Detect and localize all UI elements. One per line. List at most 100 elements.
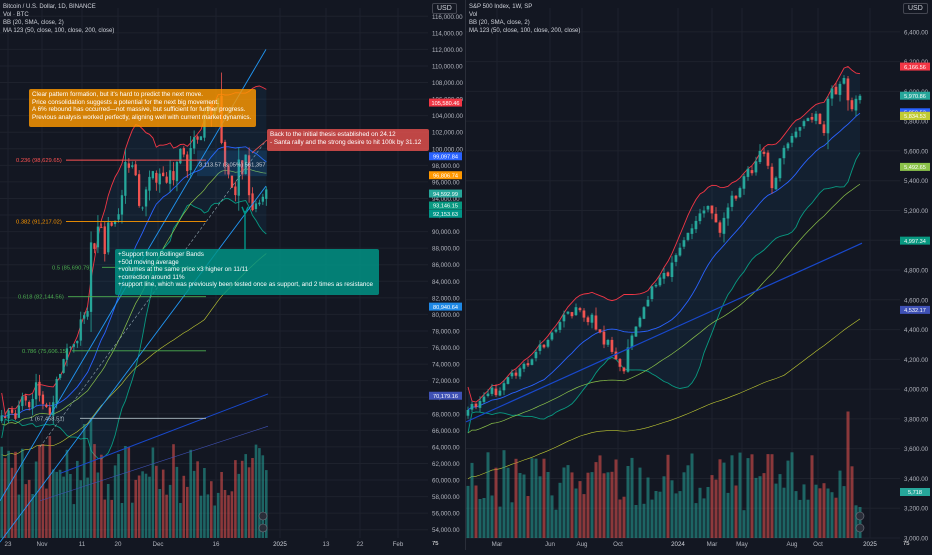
spx-candle-body — [630, 335, 634, 348]
btc-volume-bar — [117, 454, 120, 538]
spx-volume-bar — [698, 487, 702, 538]
spx-candle-body — [742, 176, 746, 189]
spx-plot: 3,000.00 3,200.00 3,400.00 3,600.00 3,800.00… — [465, 8, 930, 548]
spx-candle-body — [570, 312, 574, 317]
spx-volume-bar — [730, 455, 734, 538]
spx-volume-bar — [778, 474, 782, 538]
btc-volume-bar — [65, 449, 69, 538]
spx-candle-body — [762, 151, 766, 154]
spx-candle-body — [606, 340, 610, 345]
spx-volume-bar — [830, 492, 834, 538]
spx-volume-bar — [606, 472, 610, 538]
spx-alert-icon — [855, 523, 865, 533]
spx-y-tick-label: 4,600.00 — [904, 297, 929, 304]
teal-note[interactable]: +Support from Bollinger Bands +50d movin… — [115, 249, 379, 295]
btc-x-tick-label: 22 — [357, 541, 364, 548]
spx-volume-bar — [738, 452, 742, 538]
spx-candle-body — [562, 314, 566, 322]
btc-x-tick-label: 13 — [323, 541, 330, 548]
spx-candle-body — [850, 100, 854, 110]
btc-volume-bar — [144, 473, 148, 538]
btc-volume-bar — [223, 490, 227, 538]
spx-candle-body — [714, 213, 718, 223]
btc-volume-bar — [27, 479, 31, 538]
spx-candle-body — [670, 262, 674, 277]
btc-volume-bar — [237, 473, 241, 538]
spx-candle-body — [650, 286, 654, 299]
red-note[interactable]: Back to the initial thesis established o… — [267, 129, 429, 151]
spx-volume-bar — [542, 458, 546, 538]
btc-candle-body — [65, 348, 69, 360]
spx-candle-body — [778, 158, 782, 179]
spx-volume-bar — [858, 507, 862, 538]
btc-candle-body — [41, 394, 45, 404]
btc-candle-body — [131, 165, 134, 167]
btc-candle-body — [138, 174, 141, 206]
btc-volume-bar — [113, 465, 117, 538]
spx-candle-body — [554, 329, 558, 332]
spx-candle-body — [750, 170, 754, 174]
btc-price-badge-text: 70,179.16 — [433, 394, 458, 400]
btc-candle-body — [172, 171, 175, 181]
spx-currency-button[interactable]: USD — [903, 3, 928, 14]
btc-candle-body — [144, 189, 148, 207]
btc-y-tick-label: 54,000.00 — [432, 527, 460, 534]
spx-volume-bar — [718, 459, 722, 538]
spx-candle-body — [746, 168, 750, 177]
btc-fib-label: 0.236 (98,629.65) — [16, 158, 62, 164]
btc-y-tick-label: 74,000.00 — [432, 362, 460, 369]
btc-currency-button[interactable]: USD — [432, 3, 457, 14]
spx-volume-bar — [638, 467, 642, 538]
btc-y-tick-label: 102,000.00 — [432, 130, 464, 137]
spx-ma-line — [467, 318, 861, 480]
spx-candle-body — [730, 195, 734, 207]
spx-price-badge — [900, 162, 930, 171]
spx-y-tick-label: 4,400.00 — [904, 327, 929, 334]
spx-price-badge-text: 6,166.56 — [904, 65, 926, 71]
btc-candle-body — [227, 165, 230, 175]
spx-volume-bar — [534, 458, 538, 538]
btc-candle-body — [244, 154, 247, 175]
spx-volume-bar — [610, 471, 614, 538]
btc-volume-bar — [220, 472, 223, 538]
spx-bb-fill — [468, 66, 860, 433]
btc-volume-bar — [196, 461, 199, 538]
spx-candle-body — [558, 322, 562, 330]
btc-y-tick-label: 100,000.00 — [432, 146, 464, 153]
btc-volume-bar — [261, 455, 265, 538]
btc-volume-bar — [151, 447, 155, 538]
btc-candle-body — [247, 155, 251, 196]
btc-candle-body — [234, 186, 237, 196]
btc-candle-body — [0, 415, 3, 421]
spx-y-tick-label: 6,400.00 — [904, 29, 929, 36]
spx-volume-bar — [790, 452, 794, 538]
btc-red-note-connector — [251, 139, 268, 154]
btc-candle-body — [241, 160, 244, 175]
spx-volume-bar — [734, 485, 738, 538]
spx-candle-body — [638, 317, 642, 327]
btc-candle-body — [79, 319, 82, 341]
btc-price-badge — [429, 98, 462, 107]
spx-x-tick-label: 2024 — [671, 541, 685, 548]
btc-fib-label: 0.5 (85,690.79) — [52, 265, 91, 271]
spx-volume-bar — [466, 485, 470, 538]
spx-x-tick-label: May — [736, 541, 749, 548]
spx-candle-body — [478, 401, 482, 408]
teal-note-line: +volumes at the same price x3 higher on … — [118, 266, 249, 274]
spx-volume-bar — [594, 462, 598, 538]
spx-candle-body — [646, 299, 650, 307]
btc-ma-line — [1, 168, 267, 426]
btc-candle-body — [193, 137, 196, 149]
spx-y-tick-label: 5,400.00 — [904, 178, 929, 185]
spx-candle-body — [686, 232, 690, 240]
orange-note-line: Clear pattern formation, but it's hard t… — [32, 91, 203, 98]
btc-volume-bar — [52, 469, 55, 538]
btc-volume-bar — [230, 491, 234, 538]
btc-volume-bar — [10, 467, 14, 538]
orange-note[interactable]: Clear pattern formation, but it's hard t… — [29, 89, 256, 127]
btc-volume-bar — [110, 499, 113, 538]
btc-y-tick-label: 90,000.00 — [432, 229, 460, 236]
btc-candle-body — [124, 162, 127, 196]
btc-y-tick-label: 56,000.00 — [432, 511, 460, 518]
spx-volume-bar — [682, 472, 686, 538]
